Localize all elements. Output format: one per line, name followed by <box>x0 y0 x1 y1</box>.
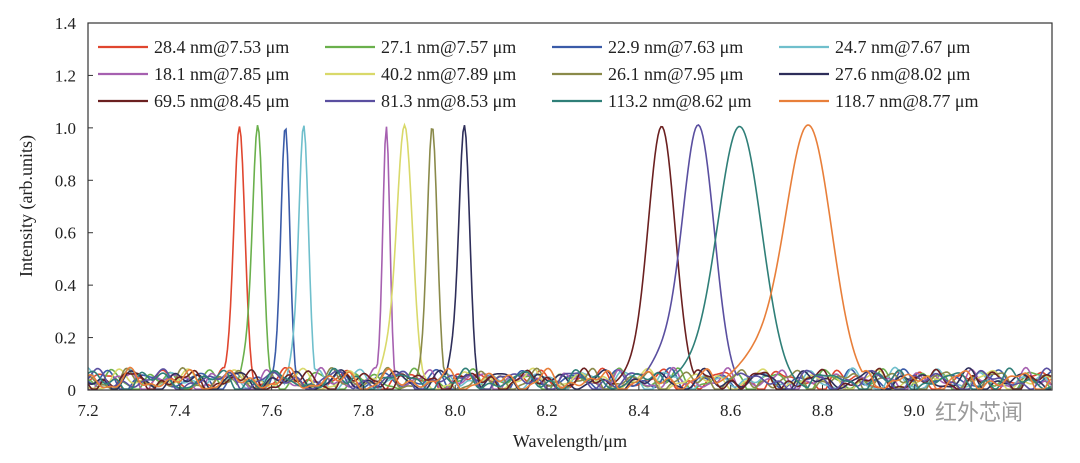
legend-entry: 24.7 nm@7.67 μm <box>835 37 970 57</box>
legend-entry: 26.1 nm@7.95 μm <box>608 64 743 84</box>
legend-entry: 113.2 nm@8.62 μm <box>608 91 752 111</box>
series-line <box>87 125 1052 391</box>
x-tick-label: 8.8 <box>812 401 833 420</box>
y-tick-label: 0.2 <box>55 329 76 348</box>
x-tick-label: 8.0 <box>445 401 466 420</box>
series-line <box>87 124 1052 391</box>
legend: 28.4 nm@7.53 μm 27.1 nm@7.57 μm 22.9 nm@7.… <box>98 37 979 111</box>
legend-entry: 118.7 nm@8.77 μm <box>835 91 979 111</box>
curves <box>87 122 1052 391</box>
y-tick-label: 0.8 <box>55 171 76 190</box>
legend-entry: 81.3 nm@8.53 μm <box>381 91 516 111</box>
x-axis-label: Wavelength/μm <box>513 431 627 451</box>
x-tick-label: 8.4 <box>628 401 650 420</box>
x-tick-label: 7.8 <box>353 401 374 420</box>
y-tick-label: 0.4 <box>55 276 77 295</box>
x-tick-label: 9.0 <box>904 401 925 420</box>
x-tick-label: 7.2 <box>77 401 98 420</box>
legend-entry: 27.1 nm@7.57 μm <box>381 37 516 57</box>
legend-entry: 22.9 nm@7.63 μm <box>608 37 743 57</box>
legend-entry: 69.5 nm@8.45 μm <box>154 91 289 111</box>
x-tick-label: 8.6 <box>720 401 741 420</box>
y-tick-label: 1.4 <box>55 14 77 33</box>
legend-entry: 18.1 nm@7.85 μm <box>154 64 289 84</box>
x-tick-label: 7.4 <box>169 401 191 420</box>
y-tick-label: 1.2 <box>55 66 76 85</box>
y-tick-label: 0 <box>68 381 77 400</box>
legend-entry: 28.4 nm@7.53 μm <box>154 37 289 57</box>
plot-frame <box>87 22 1053 391</box>
y-tick-label: 1.0 <box>55 119 76 138</box>
x-tick-label: 7.6 <box>261 401 282 420</box>
series-line <box>87 124 1052 391</box>
legend-entry: 40.2 nm@7.89 μm <box>381 64 516 84</box>
legend-entry: 27.6 nm@8.02 μm <box>835 64 970 84</box>
watermark-logo: 红外芯闻 <box>935 401 1023 426</box>
x-tick-label: 8.2 <box>536 401 557 420</box>
y-tick-label: 0.6 <box>55 224 76 243</box>
y-axis-label: Intensity (arb.units) <box>16 135 37 277</box>
series-line <box>87 125 1052 391</box>
series-line <box>87 126 1052 391</box>
